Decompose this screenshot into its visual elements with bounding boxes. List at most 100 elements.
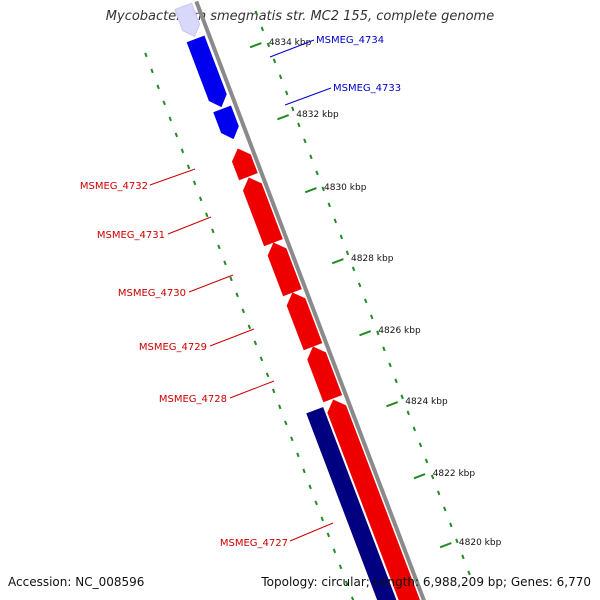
gc-skew-tick-left [332,548,337,554]
gc-skew-tick-left [156,84,160,90]
gc-skew-tick-right [272,58,277,64]
scale-label: 4820 kbp [459,538,502,548]
gc-skew-tick-left [168,116,172,122]
gc-skew-tick-left [150,68,154,74]
gene-label-leader [289,522,334,542]
gc-skew-tick-left [265,372,270,378]
gene-arrow-msmeg-4730 [267,242,302,297]
gene-label-leader [269,39,315,58]
gc-skew-tick-right [363,298,368,304]
gc-skew-tick-right [315,170,319,176]
gene-label-leader [209,328,255,347]
gc-skew-tick-right [309,154,313,160]
gc-skew-tick-right [394,378,398,384]
gc-skew-tick-left [320,516,324,522]
gene-arrow [174,2,201,38]
scale-tick [413,473,426,480]
scale-tick [359,330,372,337]
gc-skew-tick-right [412,426,417,432]
gc-skew-tick-left [296,452,300,458]
scale-label: 4830 kbp [324,183,367,193]
gc-skew-tick-right [467,570,471,576]
gene-arrow-msmeg-4729 [286,292,323,351]
scale-tick [304,187,317,194]
gc-skew-tick-left [174,132,179,138]
gene-arrow-other [306,407,397,600]
gc-skew-tick-right [449,522,453,528]
scale-tick [331,258,344,265]
gc-skew-tick-right [430,474,435,480]
gc-skew-tick-left [344,580,349,586]
gc-skew-tick-left [217,244,221,250]
gc-skew-tick-left [326,532,331,538]
gc-skew-tick-right [376,330,380,336]
gene-arrow-msmeg-4732 [231,148,258,181]
gc-skew-tick-left [205,212,209,218]
gc-skew-tick-left [284,420,288,426]
gc-skew-tick-left [259,356,264,362]
scale-tick [249,42,262,49]
gc-skew-tick-right [461,554,465,560]
gc-skew-tick-right [436,490,441,496]
gc-skew-tick-right [327,202,331,208]
gc-skew-tick-left [223,260,227,266]
gc-skew-tick-right [351,266,356,272]
scale-tick [439,542,452,549]
gc-skew-tick-left [192,180,197,186]
gc-skew-tick-left [186,164,191,170]
gc-skew-tick-right [382,346,386,352]
gc-skew-tick-right [260,26,265,32]
gc-skew-tick-right [297,122,301,128]
scale-label: 4822 kbp [433,469,476,479]
gene-label-msmeg-4731: MSMEG_4731 [97,230,165,241]
gc-skew-tick-right [400,394,404,400]
gc-skew-tick-left [144,52,148,58]
gc-skew-tick-left [198,196,203,202]
gc-skew-tick-left [253,340,258,346]
gc-skew-tick-left [278,404,282,410]
gene-arrow-msmeg-4733 [213,105,239,140]
gc-skew-tick-left [271,388,276,394]
gc-skew-tick-left [180,148,185,154]
gc-skew-tick-left [302,468,306,474]
gc-skew-tick-right [333,218,338,224]
gc-skew-tick-right [345,250,350,256]
gc-skew-tick-right [418,442,423,448]
gene-label-msmeg-4727: MSMEG_4727 [220,538,288,549]
genome-summary-text: Topology: circular; Length: 6,988,209 bp… [261,575,591,589]
gc-skew-tick-left [241,308,245,314]
gc-skew-tick-right [291,106,295,112]
scale-tick [277,114,290,121]
gc-skew-tick-right [455,538,459,544]
gc-skew-tick-left [211,228,215,234]
gc-skew-tick-left [308,484,312,490]
gc-skew-tick-right [321,186,325,192]
gene-arrow-msmeg-4734 [186,35,227,108]
gene-label-leader [149,168,196,186]
gc-skew-tick-left [314,500,318,506]
gene-label-leader [188,274,234,293]
gc-skew-tick-right [303,138,307,144]
gene-label-msmeg-4734: MSMEG_4734 [316,35,384,46]
gc-skew-tick-left [350,596,355,600]
scale-label: 4828 kbp [351,254,394,264]
accession-text: Accession: NC_008596 [8,575,145,589]
gc-skew-tick-right [443,506,447,512]
gc-skew-tick-left [235,292,239,298]
gene-arrow-msmeg-4728 [307,346,343,403]
gc-skew-tick-left [290,436,294,442]
gene-arrow-msmeg-4731 [242,177,283,247]
scale-label: 4826 kbp [378,326,421,336]
gene-label-leader [229,380,275,399]
gene-label-msmeg-4729: MSMEG_4729 [139,342,207,353]
gc-skew-tick-right [424,458,429,464]
gc-skew-tick-left [338,564,343,570]
scale-label: 4834 kbp [269,38,312,48]
gc-skew-tick-right [254,10,258,16]
gc-skew-tick-right [388,362,392,368]
gene-label-msmeg-4732: MSMEG_4732 [80,181,148,192]
gc-skew-tick-right [370,314,374,320]
scale-label: 4832 kbp [296,110,339,120]
